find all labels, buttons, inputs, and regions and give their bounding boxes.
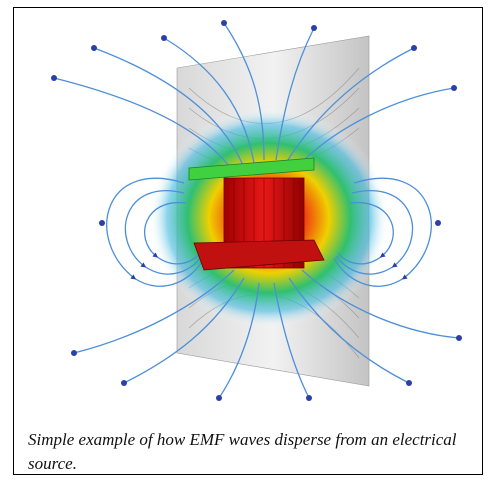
core-bottom-plate [193,239,325,271]
electrical-source [188,157,325,271]
field-arrows [51,20,462,401]
field-lines [53,22,460,399]
figure-caption: Simple example of how EMF waves disperse… [28,430,457,473]
core-top-plate [188,157,315,181]
emf-field-illustration [51,20,462,401]
figure-frame: Simple example of how EMF waves disperse… [13,7,483,475]
